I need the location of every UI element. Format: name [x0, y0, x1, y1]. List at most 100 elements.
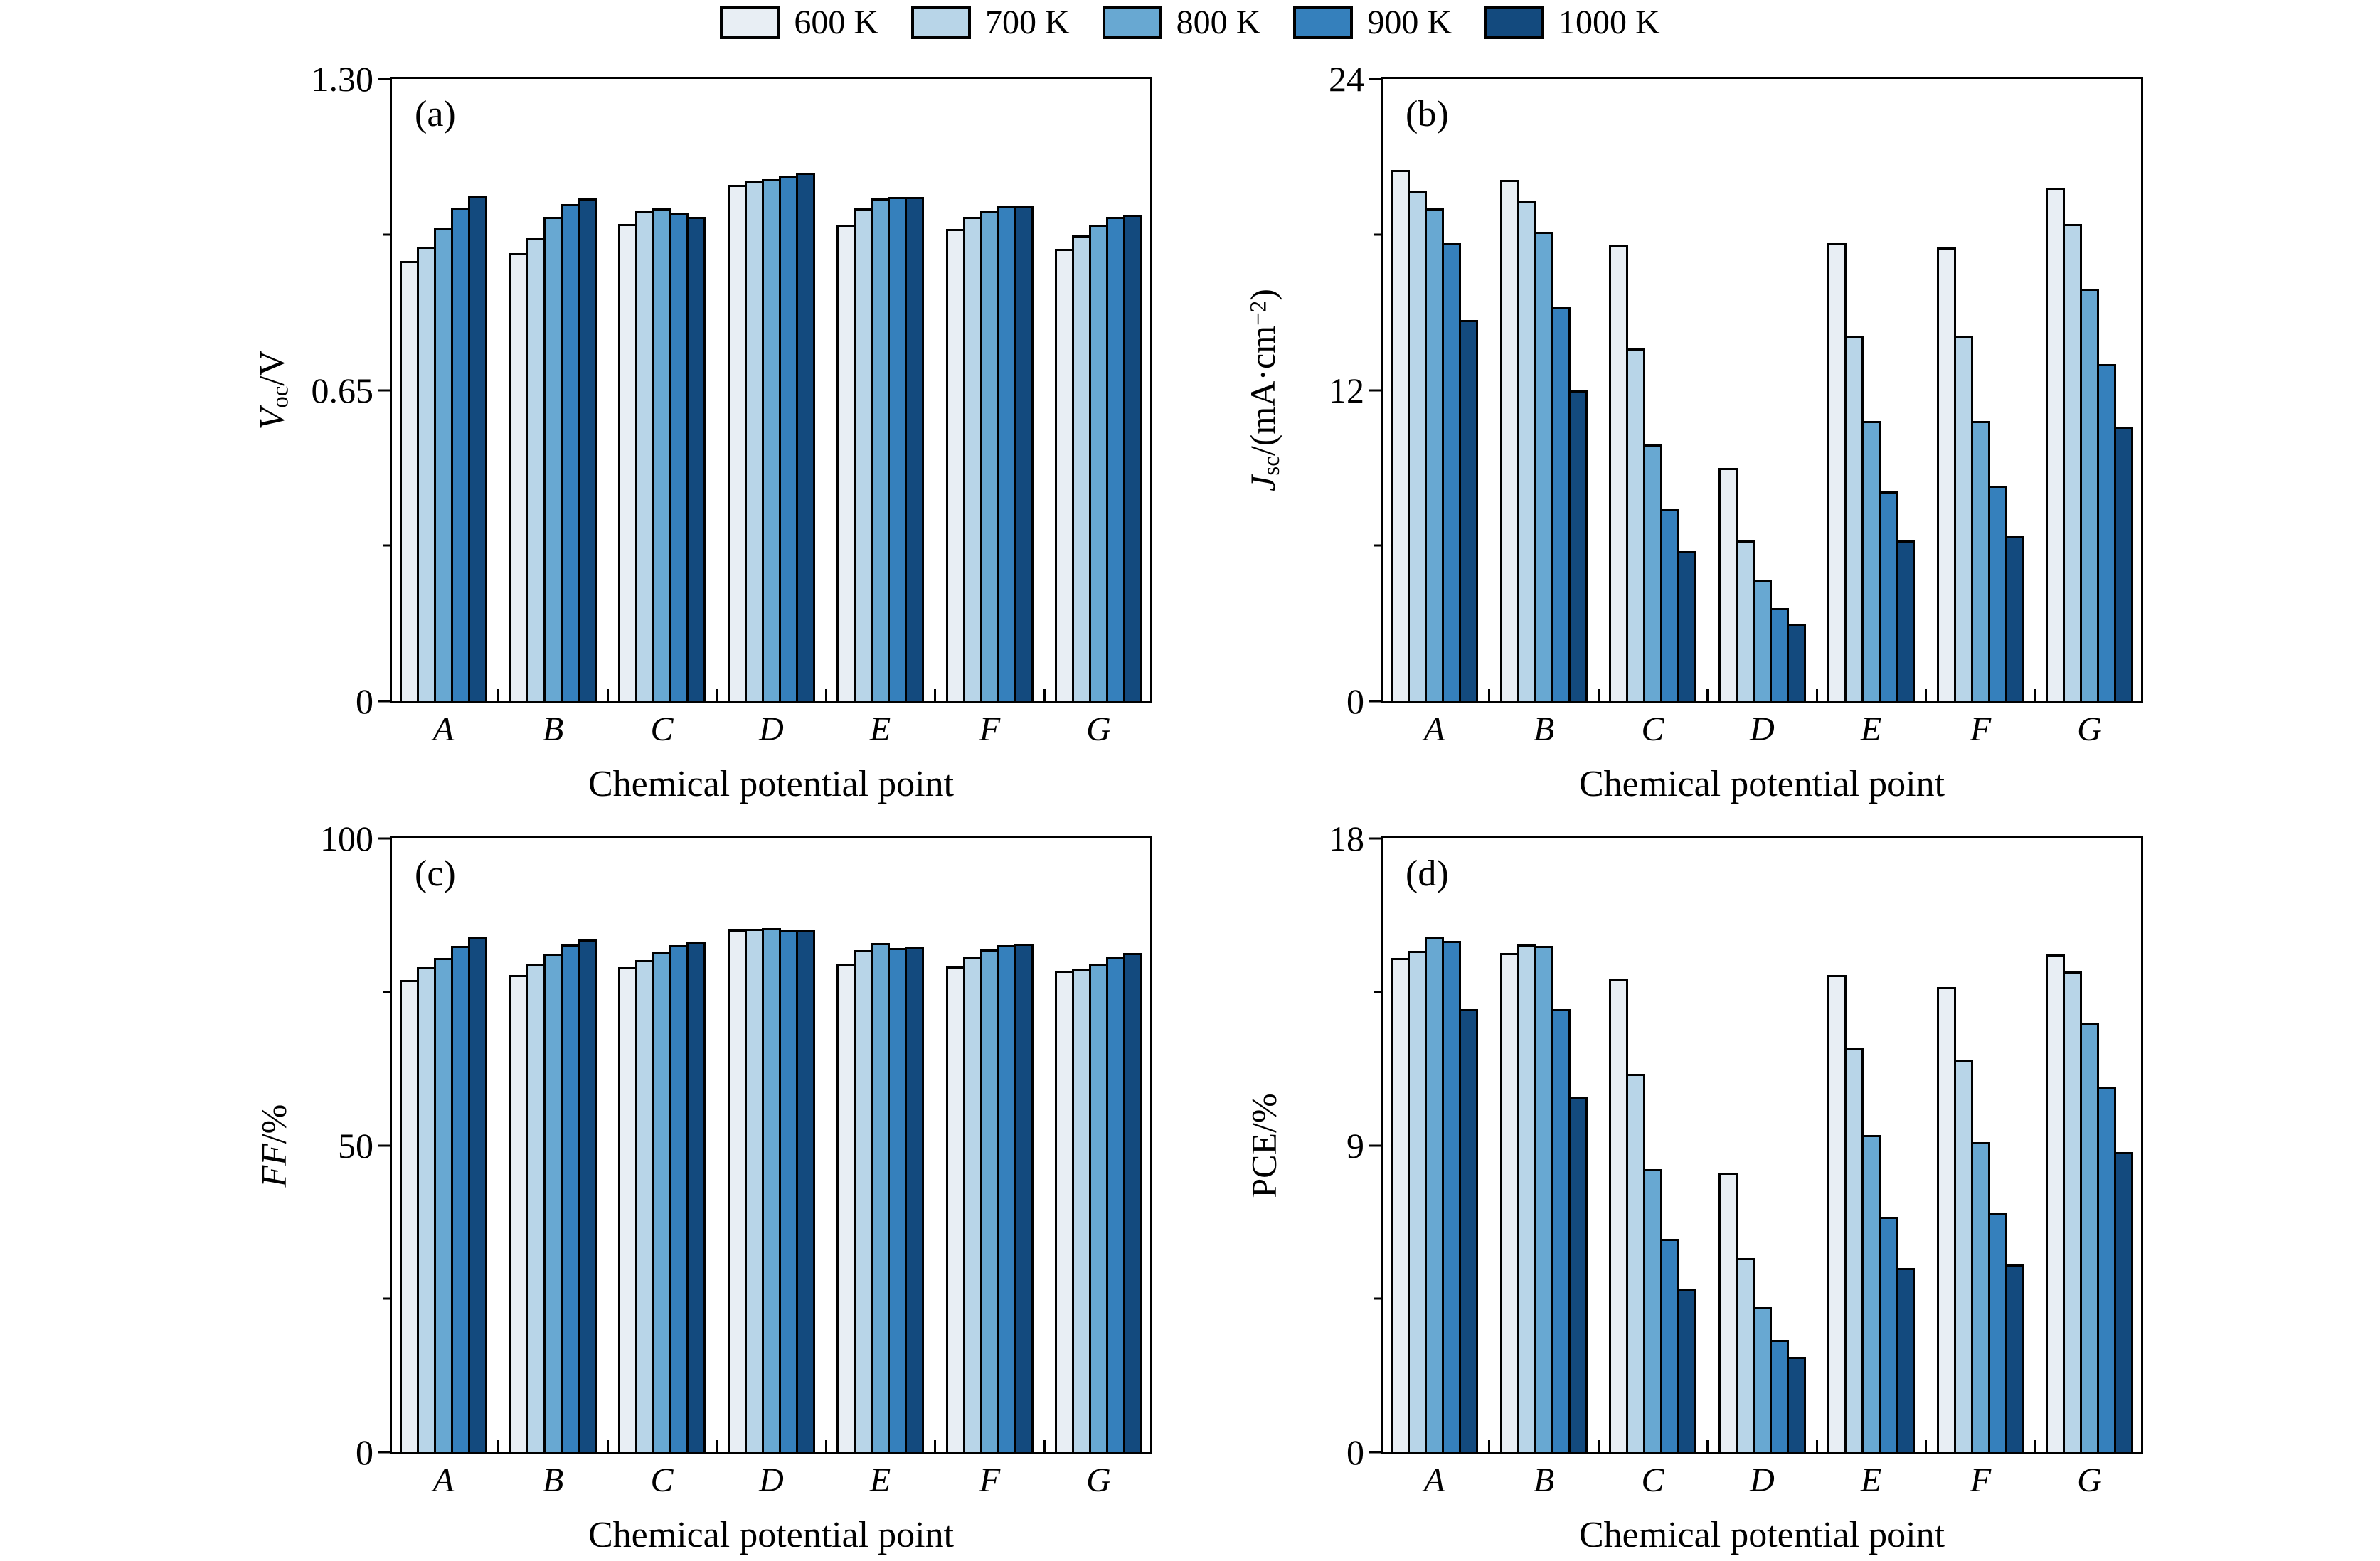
- y-axis-label-text: FF/%: [253, 1104, 294, 1187]
- bar-E-1000K: [905, 197, 924, 701]
- y-axis-label-text: Voc/V: [251, 350, 294, 430]
- bars-row: [1383, 838, 2141, 1452]
- bar-group-C: [618, 79, 706, 701]
- bar-E-800K: [1861, 421, 1881, 701]
- bar-G-1000K: [1123, 953, 1142, 1452]
- bar-G-700K: [2063, 971, 2082, 1452]
- bar-E-600K: [1827, 974, 1847, 1452]
- bar-C-1000K: [686, 942, 706, 1452]
- bar-B-800K: [1534, 232, 1553, 701]
- bar-C-900K: [669, 945, 689, 1452]
- bar-D-600K: [727, 185, 747, 701]
- bar-group-A: [1391, 838, 1478, 1452]
- y-tick-minor: [1374, 991, 1383, 993]
- x-category-label-B: B: [542, 1461, 564, 1499]
- y-tick-label: 9: [1346, 1125, 1364, 1166]
- y-tick-label: 24: [1329, 59, 1364, 99]
- x-category-label-D: D: [759, 1461, 784, 1499]
- x-tick-minor: [934, 1440, 936, 1452]
- x-category-label-F: F: [979, 1461, 1001, 1499]
- bar-F-700K: [962, 957, 982, 1452]
- bar-B-800K: [543, 954, 563, 1452]
- bar-G-900K: [1106, 216, 1125, 701]
- x-category-label-C: C: [1641, 1461, 1664, 1499]
- bar-A-800K: [1425, 937, 1444, 1452]
- bar-C-800K: [652, 208, 671, 701]
- y-tick-major: [378, 700, 392, 703]
- bar-C-800K: [1643, 444, 1662, 701]
- legend-swatch: [1102, 6, 1162, 39]
- bar-A-1000K: [1459, 320, 1478, 701]
- y-tick-label: 100: [320, 819, 373, 858]
- y-axis-label-ff: FF/%: [243, 836, 303, 1454]
- bar-B-1000K: [1568, 1097, 1588, 1452]
- x-tick-minor: [1043, 1440, 1046, 1452]
- x-tick-minor: [1597, 1440, 1600, 1452]
- bar-group-B: [1499, 79, 1588, 701]
- bar-E-600K: [836, 225, 856, 701]
- y-axis-label-text: PCE/%: [1244, 1092, 1284, 1198]
- bar-C-900K: [669, 213, 689, 701]
- bar-D-900K: [778, 175, 798, 701]
- x-tick-minor: [606, 1440, 609, 1452]
- legend-swatch: [1484, 6, 1544, 39]
- bar-group-B: [509, 79, 597, 701]
- x-tick-minor: [824, 689, 827, 701]
- x-tick-minor: [1706, 1440, 1709, 1452]
- bar-G-900K: [2097, 364, 2116, 701]
- bar-B-600K: [1499, 180, 1519, 701]
- x-category-label-D: D: [759, 710, 784, 748]
- bars-row: [1383, 79, 2141, 701]
- plot-area-jsc: (b) 0 12 24 A B C D E F G: [1329, 61, 2143, 747]
- bar-D-900K: [1769, 607, 1789, 701]
- panel-letter: (c): [415, 853, 456, 894]
- bars-row: [392, 79, 1150, 701]
- bar-F-1000K: [2004, 1264, 2024, 1452]
- y-tick-major: [378, 1144, 392, 1146]
- bar-D-800K: [1752, 1307, 1772, 1452]
- bar-group-D: [1718, 838, 1806, 1452]
- y-tick-major: [378, 389, 392, 391]
- x-tick-minor: [1815, 1440, 1818, 1452]
- bar-A-900K: [451, 946, 470, 1452]
- bar-D-1000K: [1786, 623, 1806, 701]
- x-category-label-C: C: [1641, 710, 1664, 748]
- x-axis-title: Chemical potential point: [1578, 764, 1945, 804]
- x-category-label-D: D: [1750, 710, 1775, 748]
- x-category-label-E: E: [869, 710, 891, 748]
- bar-C-700K: [635, 211, 654, 701]
- bar-C-600K: [618, 967, 637, 1452]
- x-category-label-G: G: [2077, 710, 2102, 748]
- bar-D-700K: [1735, 540, 1755, 701]
- bar-F-700K: [962, 216, 982, 701]
- bar-A-600K: [1391, 169, 1410, 701]
- x-category-label-A: A: [1423, 1461, 1445, 1499]
- legend-label: 1000 K: [1558, 4, 1660, 41]
- bar-G-900K: [1106, 956, 1125, 1452]
- x-axis-title: Chemical potential point: [588, 1515, 955, 1555]
- bar-E-600K: [1827, 242, 1847, 701]
- y-axis-label-voc: Voc/V: [243, 77, 303, 703]
- bar-G-700K: [2063, 224, 2082, 701]
- x-tick-minor: [1925, 1440, 1927, 1452]
- bar-F-900K: [1987, 1213, 2007, 1452]
- x-category-label-A: A: [1423, 710, 1445, 748]
- x-category-label-B: B: [1533, 710, 1555, 748]
- bar-F-600K: [945, 966, 965, 1452]
- bar-B-800K: [543, 216, 563, 701]
- bar-group-C: [1609, 838, 1696, 1452]
- bar-C-700K: [1626, 1073, 1645, 1452]
- legend: 600 K 700 K 800 K 900 K 1000 K: [0, 6, 2380, 40]
- legend-label: 800 K: [1176, 4, 1261, 41]
- bar-B-600K: [1499, 952, 1519, 1452]
- bar-F-800K: [1970, 1141, 1990, 1452]
- x-tick-minor: [1815, 689, 1818, 701]
- bar-E-700K: [1844, 335, 1864, 701]
- legend-item-800k: 800 K: [1102, 4, 1261, 41]
- bar-G-1000K: [2114, 1152, 2133, 1452]
- x-tick-minor: [2034, 1440, 2036, 1452]
- y-tick-label: 0: [356, 1432, 373, 1472]
- bar-A-600K: [400, 260, 419, 701]
- bar-C-1000K: [1677, 550, 1696, 701]
- bar-G-600K: [1055, 970, 1074, 1452]
